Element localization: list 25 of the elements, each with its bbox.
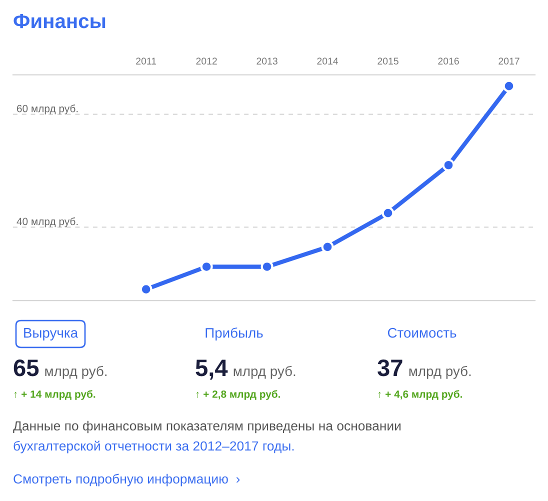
x-tick-label: 2011 xyxy=(136,58,156,65)
text: ↑ + 14 млрд руб. xyxy=(14,390,96,400)
text: ↑ + 2,8 млрд руб. xyxy=(196,390,280,400)
text: млрд руб. xyxy=(234,366,296,379)
text: млрд руб. xyxy=(409,366,471,379)
y-tick-label: 40 млрд руб. xyxy=(16,217,78,228)
text: 65 xyxy=(14,360,39,376)
x-tick-label: 2016 xyxy=(438,58,459,65)
text: Выручка xyxy=(24,328,78,340)
text: млрд руб. xyxy=(45,366,106,379)
text: бухгалтерской отчетности за 2012–2017 годы. xyxy=(14,440,294,454)
chart-title: Финансы xyxy=(14,14,106,28)
text: Стоимость xyxy=(388,328,456,338)
x-tick-label: 2017 xyxy=(498,58,520,65)
x-tick-label: 2012 xyxy=(196,58,217,65)
text: Смотреть подробную информацию › xyxy=(14,474,240,486)
x-tick-label: 2015 xyxy=(378,58,398,65)
text: Данные по финансовым показателям приведены на основании xyxy=(13,420,401,434)
y-tick-label: 60 млрд руб. xyxy=(17,104,78,114)
x-tick-label: 2013 xyxy=(256,58,278,65)
text: Прибыль xyxy=(206,327,263,341)
text: ↑ + 4,6 млрд руб. xyxy=(378,390,462,400)
text: 5,4 xyxy=(196,360,228,380)
x-tick-label: 2014 xyxy=(317,58,338,65)
text: 37 xyxy=(378,360,402,376)
